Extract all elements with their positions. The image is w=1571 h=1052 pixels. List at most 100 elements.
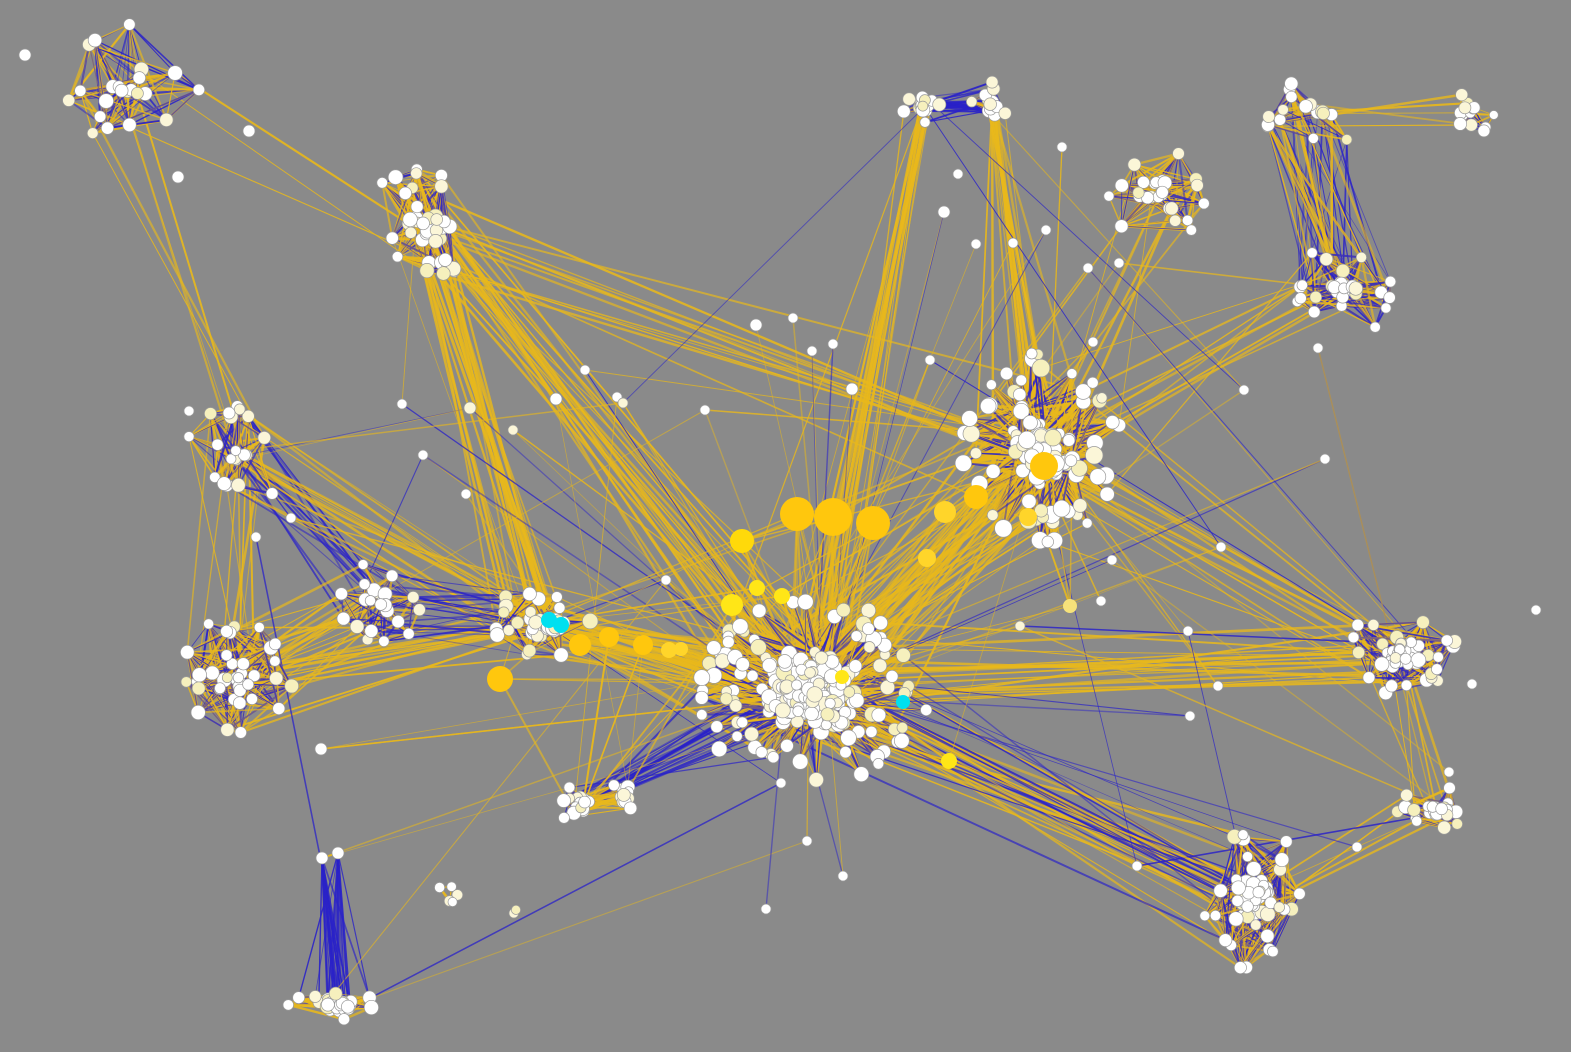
graph-edge: [988, 110, 1245, 391]
graph-edge: [94, 39, 140, 79]
graph-edge: [68, 99, 109, 129]
graph-edge: [397, 256, 1030, 444]
graph-edge: [318, 857, 323, 1003]
graph-edge: [822, 675, 1221, 892]
graph-edge: [823, 211, 945, 671]
graph-edge: [1310, 103, 1472, 126]
graph-edge: [1405, 685, 1449, 816]
graph-edge: [428, 262, 1057, 465]
graph-edge: [241, 611, 504, 675]
graph-edge: [828, 684, 1256, 901]
graph-edge: [228, 412, 546, 627]
graph-edge: [1082, 284, 1303, 393]
graph-edge: [349, 840, 808, 1007]
graph-edge: [426, 270, 551, 626]
graph-edge: [815, 109, 924, 682]
graph-edge: [624, 604, 733, 796]
graph-edge: [581, 636, 611, 809]
graph-edge: [246, 407, 471, 456]
graph-edge: [924, 110, 990, 123]
graph-edge: [195, 416, 232, 682]
graph-edge: [813, 641, 1411, 677]
graph-edge: [235, 402, 624, 452]
graph-edge: [426, 269, 1027, 451]
graph-edge: [975, 102, 993, 454]
graph-edge: [1322, 111, 1391, 282]
graph-edge: [118, 86, 239, 455]
graph-edge: [1314, 111, 1324, 298]
graph-edge: [1019, 625, 1402, 645]
graph-edge: [829, 107, 921, 658]
graph-edge: [880, 621, 1400, 656]
graph-edge: [1019, 625, 1449, 811]
graph-edge: [880, 637, 1237, 920]
graph-edge: [425, 270, 507, 598]
graph-edge: [391, 237, 534, 633]
graph-edge: [174, 72, 437, 243]
graph-edge: [94, 40, 109, 129]
graph-edge: [988, 100, 1022, 381]
graph-edge: [1317, 347, 1434, 807]
graph-edge: [371, 630, 498, 636]
graph-edge: [1118, 196, 1152, 426]
graph-edge: [754, 100, 933, 748]
graph-edge: [129, 89, 200, 126]
graph-edge: [1052, 471, 1383, 665]
graph-edge: [439, 237, 1050, 472]
graph-edge: [337, 852, 345, 1020]
graph-edge: [422, 454, 753, 677]
graph-edge: [186, 413, 212, 653]
graph-edge: [79, 90, 266, 439]
graph-edge: [830, 111, 905, 682]
graph-edge: [829, 211, 945, 677]
graph-edge: [381, 182, 394, 239]
graph-edge: [236, 407, 471, 461]
graph-edge: [129, 24, 176, 74]
graph-edge: [298, 852, 339, 998]
graph-edge: [548, 513, 798, 620]
graph-edge: [79, 90, 94, 134]
graph-edge: [989, 104, 1018, 436]
graph-edge: [1267, 124, 1472, 127]
graph-edge: [165, 89, 200, 121]
graph-edge: [321, 857, 329, 1005]
graph-edge: [444, 259, 1029, 522]
graph-edge: [920, 101, 1222, 548]
graph-edge: [1039, 483, 1370, 679]
graph-edge: [756, 587, 831, 659]
graph-edge: [948, 760, 1247, 884]
graph-edge: [908, 685, 1248, 891]
graph-edge: [327, 852, 339, 1005]
graph-edge: [128, 23, 200, 91]
graph-edge: [822, 649, 1405, 678]
graph-edge: [704, 409, 809, 684]
graph-edge: [1279, 119, 1317, 298]
graph-edge: [411, 186, 1028, 452]
graph-edge: [879, 470, 1024, 624]
graph-edge: [1087, 267, 1420, 647]
graph-edge: [337, 852, 372, 1008]
graph-edge: [1087, 267, 1416, 649]
graph-edge: [853, 691, 1280, 909]
graph-edge: [121, 24, 130, 91]
graph-edge: [1044, 474, 1359, 626]
graph-edge: [821, 122, 926, 674]
graph-edge: [80, 71, 176, 92]
graph-edge: [1043, 291, 1382, 451]
graph-edge: [573, 396, 618, 814]
graph-edge: [92, 132, 249, 417]
graph-edge: [1111, 559, 1446, 808]
graph-edge: [1052, 454, 1450, 773]
graph-edge: [370, 409, 706, 602]
graph-edge: [841, 694, 1358, 848]
graph-edge: [1040, 270, 1344, 369]
graph-edge: [1331, 93, 1462, 116]
graph-edge: [583, 644, 644, 803]
graph-edge: [442, 226, 853, 390]
graph-edge: [274, 626, 358, 662]
graph-edge: [80, 90, 167, 121]
graph-edge: [1330, 114, 1387, 309]
graph-edge: [444, 259, 535, 631]
